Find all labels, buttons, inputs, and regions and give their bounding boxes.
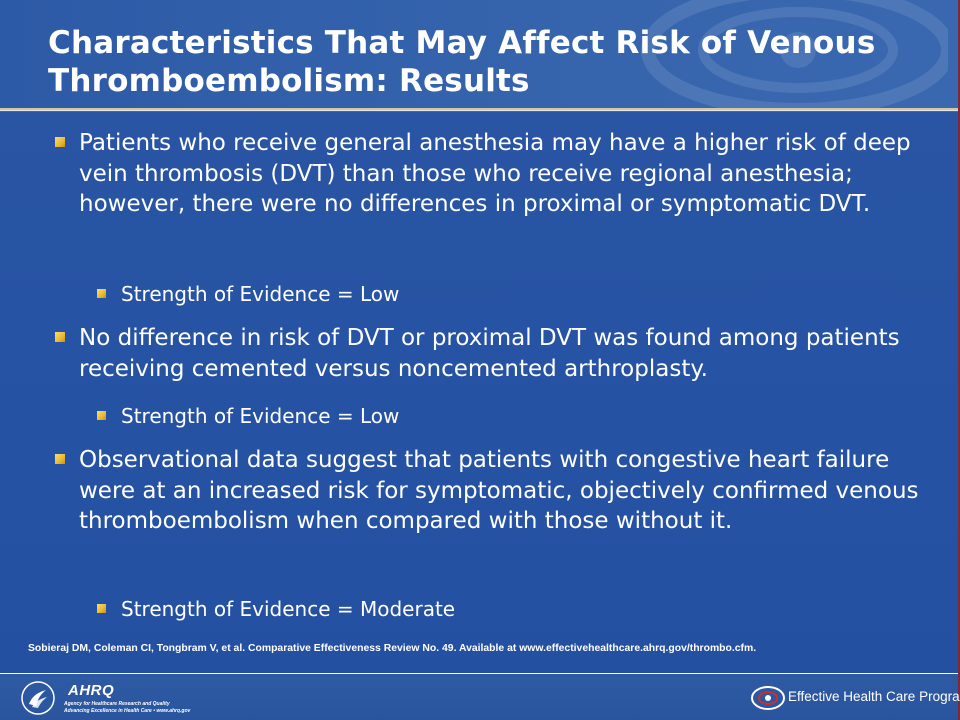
title-bar: Characteristics That May Affect Risk of … xyxy=(0,0,958,108)
ahrq-logo: AHRQ Agency for Healthcare Research and … xyxy=(62,682,191,716)
slide-title: Characteristics That May Affect Risk of … xyxy=(48,25,876,99)
title-rule-shadow xyxy=(0,111,958,112)
bullet-marker-icon xyxy=(55,137,65,147)
sub-bullet-marker-icon xyxy=(97,604,106,613)
sub-bullet-text: Strength of Evidence = Moderate xyxy=(121,597,456,621)
sub-bullet-marker-icon xyxy=(97,289,106,298)
ahrq-tagline-secondary: Advancing Excellence in Health Care • ww… xyxy=(64,708,191,714)
swirl-watermark-icon xyxy=(641,0,948,108)
citation: Sobieraj DM, Coleman CI, Tongbram V, et … xyxy=(28,643,757,654)
footer: AHRQ Agency for Healthcare Research and … xyxy=(0,674,960,720)
hhs-eagle-logo-icon xyxy=(21,681,55,715)
bullet-text: Patients who receive general anesthesia … xyxy=(79,130,911,217)
ahrq-wordmark: AHRQ xyxy=(68,682,115,699)
slide-edge xyxy=(958,0,960,720)
sub-bullet-text: Strength of Evidence = Low xyxy=(121,404,400,428)
program-name: Effective Health Care Program xyxy=(788,689,960,704)
effective-health-care-logo: Effective Health Care Program xyxy=(750,680,960,716)
footer-rule xyxy=(0,673,958,674)
bullet-marker-icon xyxy=(55,332,65,342)
bullet-text: Observational data suggest that patients… xyxy=(79,447,919,534)
title-rule xyxy=(0,108,958,110)
sub-bullet-marker-icon xyxy=(97,411,106,420)
sub-bullet-text: Strength of Evidence = Low xyxy=(121,282,400,306)
ahrq-tagline: Agency for Healthcare Research and Quali… xyxy=(64,701,170,707)
title-rule-highlight xyxy=(0,110,958,111)
ehc-swirl-logo-icon xyxy=(751,686,785,710)
bullet-text: No difference in risk of DVT or proximal… xyxy=(79,325,900,382)
bullet-marker-icon xyxy=(55,454,65,464)
